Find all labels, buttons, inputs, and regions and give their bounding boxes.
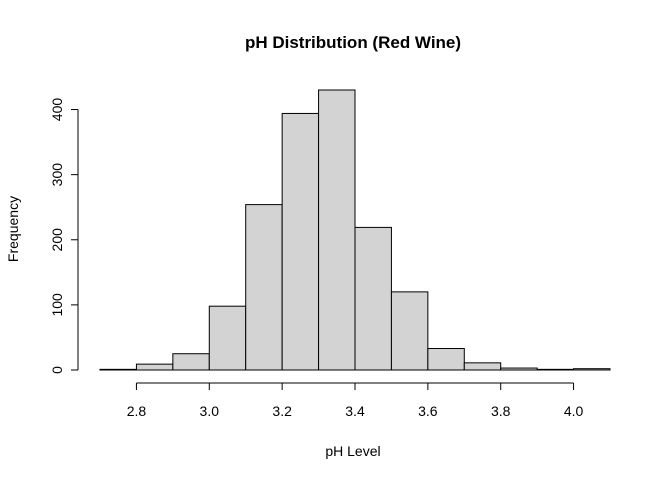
- y-tick-label: 100: [49, 293, 65, 317]
- histogram-bar: [427, 348, 465, 371]
- x-tick-label: 3.4: [345, 403, 365, 419]
- histogram-bar: [354, 226, 392, 371]
- x-tick-label: 4.0: [564, 403, 584, 419]
- histogram-bar: [500, 367, 538, 371]
- histogram-bar: [573, 368, 611, 371]
- histogram-bar: [245, 204, 283, 371]
- x-tick-label: 2.8: [127, 403, 147, 419]
- y-tick-label: 400: [49, 98, 65, 122]
- bars-group: [99, 89, 611, 371]
- x-axis-label: pH Level: [325, 443, 380, 459]
- histogram-bar: [208, 305, 247, 371]
- y-tick-label: 0: [49, 366, 65, 374]
- x-tick-label: 3.2: [272, 403, 292, 419]
- histogram-bar: [318, 89, 356, 371]
- histogram-bar: [99, 368, 137, 371]
- y-tick-label: 300: [49, 163, 65, 187]
- histogram-bar: [172, 353, 210, 371]
- histogram-bar: [463, 362, 502, 371]
- y-axis-label: Frequency: [5, 196, 21, 262]
- histogram-bar: [536, 368, 575, 371]
- y-tick-label: 200: [49, 228, 65, 252]
- y-axis: 0 100 200 300 400: [49, 98, 79, 374]
- x-tick-label: 3.8: [491, 403, 511, 419]
- x-tick-label: 3.6: [418, 403, 438, 419]
- x-axis: 2.8 3.0 3.2 3.4 3.6 3.8 4.0: [127, 382, 584, 419]
- histogram-bar: [281, 112, 320, 371]
- x-tick-label: 3.0: [200, 403, 220, 419]
- chart-title: pH Distribution (Red Wine): [245, 33, 461, 52]
- histogram-bar: [135, 363, 174, 371]
- histogram-bar: [390, 291, 429, 371]
